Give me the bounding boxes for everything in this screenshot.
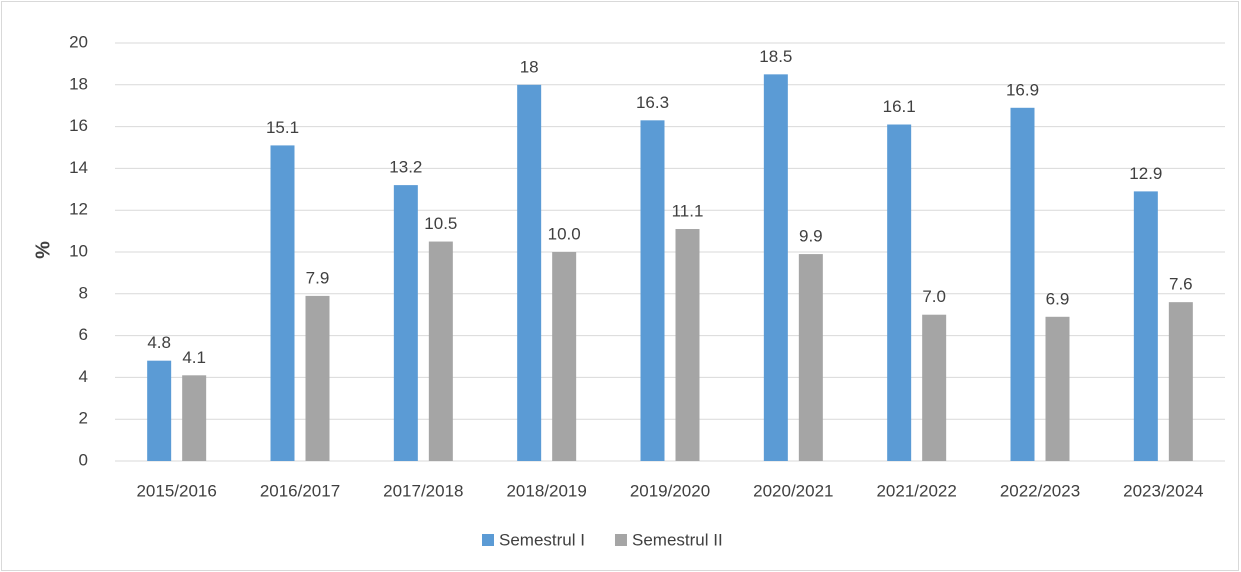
bar	[922, 314, 947, 461]
bar	[147, 360, 172, 461]
bar	[305, 295, 330, 461]
data-label: 12.9	[1129, 164, 1162, 183]
bar	[393, 185, 418, 461]
bar	[798, 254, 823, 461]
x-tick-label: 2022/2023	[1000, 481, 1080, 500]
bar	[1010, 107, 1035, 461]
y-tick-label: 16	[69, 116, 88, 135]
bar	[182, 375, 207, 461]
data-label: 7.9	[306, 268, 330, 287]
data-label: 10.5	[424, 214, 457, 233]
bar	[1045, 316, 1070, 461]
legend-label: Semestrul I	[499, 530, 585, 549]
bar	[763, 74, 788, 461]
x-tick-label: 2021/2022	[876, 481, 956, 500]
data-label: 4.1	[182, 348, 206, 367]
data-label: 11.1	[672, 201, 704, 220]
legend-swatch	[482, 534, 494, 546]
data-label: 10.0	[548, 224, 581, 243]
x-tick-label: 2015/2016	[136, 481, 216, 500]
data-label: 18	[520, 57, 539, 76]
bar	[887, 124, 912, 461]
y-tick-label: 0	[79, 450, 88, 469]
data-label: 6.9	[1046, 289, 1070, 308]
data-label: 15.1	[266, 118, 299, 137]
data-label: 7.0	[922, 287, 946, 306]
data-label: 7.6	[1169, 275, 1193, 294]
bar	[270, 145, 295, 461]
y-tick-label: 18	[69, 74, 88, 93]
x-tick-label: 2023/2024	[1123, 481, 1203, 500]
y-tick-label: 6	[79, 325, 88, 344]
data-label: 16.9	[1006, 80, 1039, 99]
y-tick-label: 20	[69, 32, 88, 51]
y-axis-label: %	[32, 241, 54, 259]
y-tick-label: 10	[69, 241, 88, 260]
data-label: 9.9	[799, 227, 823, 246]
data-label: 18.5	[759, 47, 792, 66]
bar	[517, 84, 542, 462]
bar	[675, 229, 700, 461]
y-tick-label: 8	[79, 283, 88, 302]
x-tick-label: 2018/2019	[506, 481, 586, 500]
x-tick-label: 2017/2018	[383, 481, 463, 500]
x-tick-label: 2020/2021	[753, 481, 833, 500]
y-tick-label: 2	[79, 409, 88, 428]
legend-label: Semestrul II	[632, 530, 723, 549]
bar	[552, 252, 577, 461]
y-tick-label: 4	[79, 367, 88, 386]
data-label: 13.2	[389, 158, 422, 177]
y-tick-label: 12	[69, 200, 88, 219]
legend-swatch	[614, 534, 627, 546]
x-tick-label: 2016/2017	[260, 481, 340, 500]
data-label: 16.3	[636, 93, 669, 112]
bar	[640, 120, 665, 461]
bar	[428, 241, 453, 461]
data-label: 16.1	[883, 97, 916, 116]
y-tick-label: 14	[69, 158, 88, 177]
bar	[1168, 302, 1193, 461]
data-label: 4.8	[147, 333, 171, 352]
x-tick-label: 2019/2020	[630, 481, 710, 500]
bar	[1133, 191, 1158, 461]
